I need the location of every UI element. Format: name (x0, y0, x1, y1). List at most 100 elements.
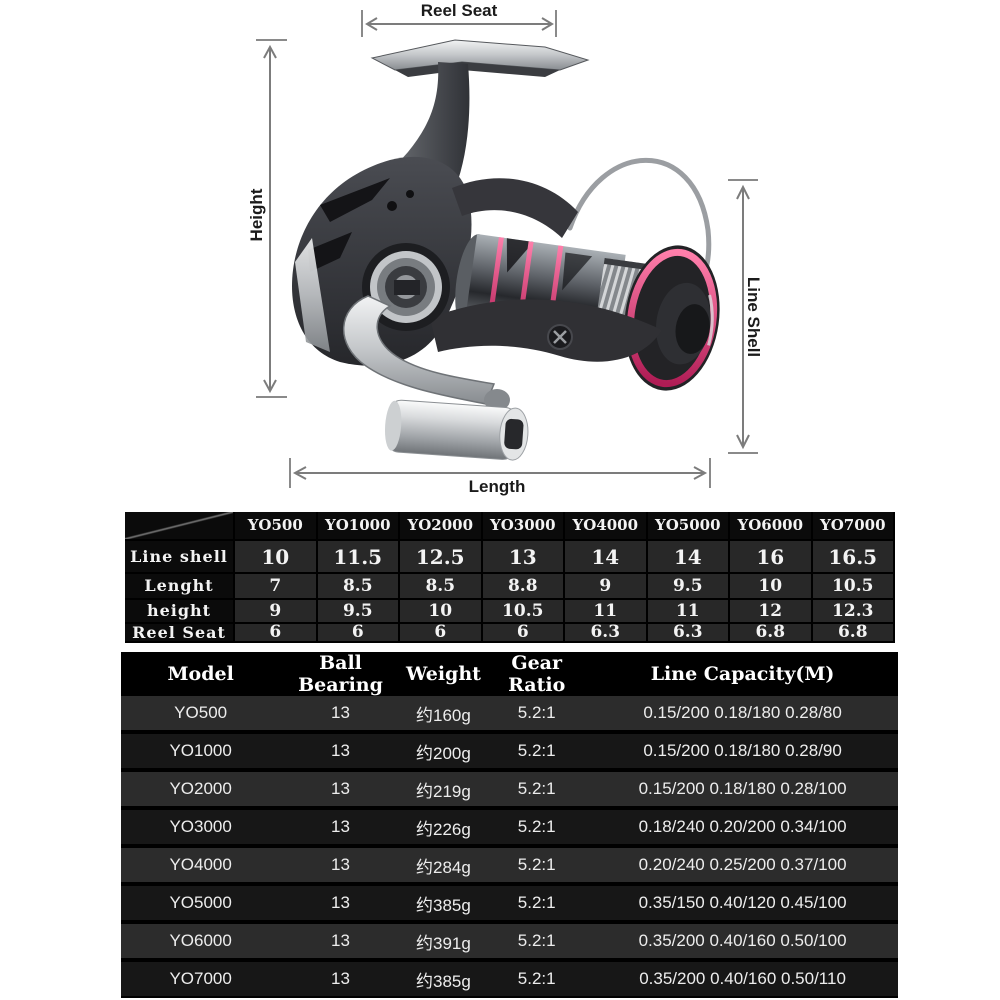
spec-table-header-cell: Weight (405, 663, 481, 685)
size-table-value: 9.5 (317, 600, 400, 624)
reel-seat-label: Reel Seat (420, 1, 498, 20)
spec-table-cell: YO1000 (169, 741, 232, 760)
spec-table-cell: 约226g (416, 819, 471, 839)
spec-table-cell: 13 (331, 779, 350, 798)
size-table-value: 6.8 (730, 624, 813, 643)
spec-table-cell: 5.2:1 (517, 741, 556, 760)
size-table-value: 8.5 (317, 574, 400, 600)
size-table-value: 16.5 (812, 541, 895, 574)
spec-table-cell: 0.20/240 0.25/200 0.37/100 (638, 855, 847, 874)
spec-table-header-cell: Gear Ratio (508, 652, 566, 696)
spec-table-cell: 5.2:1 (517, 931, 556, 950)
size-table-value: 6.8 (812, 624, 895, 643)
spec-table-cell: YO7000 (169, 969, 232, 988)
size-table-row-label: Reel Seat (125, 624, 235, 643)
spec-table-cell: 13 (331, 855, 350, 874)
spec-table-row: YO6000 13 约391g 5.2:1 0.35/200 0.40/160 0.50… (121, 924, 898, 958)
spec-table-cell: 13 (331, 817, 350, 836)
spec-table-cell: 13 (331, 931, 350, 950)
spec-table-cell: 0.35/200 0.40/160 0.50/110 (639, 969, 846, 988)
spec-table-cell: 约219g (416, 781, 471, 801)
spec-table-cell: 13 (331, 741, 350, 760)
spec-table-cell: 5.2:1 (517, 779, 556, 798)
size-table-column-header: YO500 (235, 512, 318, 541)
reel-foot (370, 39, 590, 77)
size-table-column-header: YO4000 (565, 512, 648, 541)
size-table: YO500 YO1000 YO2000 YO3000 YO4000 YO5000 YO600… (125, 512, 895, 643)
spec-table-cell: 0.18/240 0.20/200 0.34/100 (638, 817, 847, 836)
size-table-value: 6 (235, 624, 318, 643)
size-table-value: 12.5 (400, 541, 483, 574)
spec-table-row: YO7000 13 约385g 5.2:1 0.35/200 0.40/160 0.50… (121, 962, 898, 996)
size-table-corner (125, 512, 235, 541)
spec-table-cell: 0.35/150 0.40/120 0.45/100 (638, 893, 847, 912)
size-table-value: 7 (235, 574, 318, 600)
size-table-value: 10 (730, 574, 813, 600)
spec-table: Model Ball Bearing Weight Gear Ratio Line Ca… (121, 652, 898, 998)
spec-table-cell: 约385g (416, 895, 471, 915)
spec-table-cell: 约284g (416, 857, 471, 877)
spec-table-cell: 约200g (416, 743, 471, 763)
line-shell-label: Line Shell (744, 276, 763, 358)
spec-table-cell: 约391g (416, 933, 471, 953)
spec-table-cell: 5.2:1 (517, 969, 556, 988)
spec-table-row: YO5000 13 约385g 5.2:1 0.35/150 0.40/120 0.45… (121, 886, 898, 920)
spec-table-cell: 5.2:1 (517, 855, 556, 874)
size-table-column-header: YO5000 (647, 512, 730, 541)
spec-table-cell: 5.2:1 (517, 817, 556, 836)
size-table-value: 10.5 (812, 574, 895, 600)
dimension-arrow-height (256, 39, 287, 398)
handle (342, 295, 529, 461)
spec-table-header-row: Model Ball Bearing Weight Gear Ratio Line Ca… (121, 652, 898, 696)
length-label: Length (468, 477, 526, 496)
spec-table-cell: 13 (331, 893, 350, 912)
size-table-column-header: YO6000 (730, 512, 813, 541)
size-table-column-header: YO1000 (317, 512, 400, 541)
spec-table-row: YO2000 13 约219g 5.2:1 0.15/200 0.18/180 0.28… (121, 772, 898, 806)
spec-table-cell: 0.15/200 0.18/180 0.28/80 (643, 703, 842, 722)
spec-table-row: YO1000 13 约200g 5.2:1 0.15/200 0.18/180 0.28… (121, 734, 898, 768)
reel-photo-area: Reel Seat Height Line Shell Length (247, 1, 763, 496)
spec-table-body: YO500 13 约160g 5.2:1 0.15/200 0.18/180 0.28/… (121, 694, 898, 996)
spec-table-cell: YO3000 (169, 817, 232, 836)
spec-table-header-cell: Model (167, 663, 234, 685)
fishing-reel-illustration (256, 10, 758, 488)
size-table-row-label: height (125, 600, 235, 624)
size-table-value: 11 (647, 600, 730, 624)
size-table-value: 6 (317, 624, 400, 643)
size-table-value: 6.3 (565, 624, 648, 643)
size-table-row-label: Line shell (125, 541, 235, 574)
size-table-value: 6 (400, 624, 483, 643)
spec-table-cell: 0.15/200 0.18/180 0.28/90 (643, 741, 842, 760)
size-table-value: 10 (235, 541, 318, 574)
size-table-value: 9 (235, 600, 318, 624)
spec-table-header-cell: Ball Bearing (298, 652, 383, 696)
spec-table-cell: YO5000 (169, 893, 232, 912)
spec-table-cell: YO2000 (169, 779, 232, 798)
spec-table-header-cell: Line Capacity(M) (650, 663, 835, 685)
size-table-value: 10 (400, 600, 483, 624)
spec-table-cell: 约160g (416, 705, 471, 725)
spec-table-cell: 0.15/200 0.18/180 0.28/100 (638, 779, 847, 798)
size-table-value: 12.3 (812, 600, 895, 624)
spec-table-cell: YO500 (174, 703, 228, 722)
size-table-value: 14 (565, 541, 648, 574)
spec-table-cell: 约385g (416, 971, 471, 991)
spec-table-cell: 5.2:1 (517, 703, 556, 722)
size-table-value: 8.5 (400, 574, 483, 600)
spec-table-cell: 13 (331, 969, 350, 988)
rotor-arm-top (452, 178, 578, 238)
size-table-value: 13 (482, 541, 565, 574)
size-table-value: 16 (730, 541, 813, 574)
dimension-arrow-line-shell (728, 179, 758, 454)
height-label: Height (247, 188, 266, 242)
size-table-value: 10.5 (482, 600, 565, 624)
size-table-value: 9.5 (647, 574, 730, 600)
size-table-value: 14 (647, 541, 730, 574)
size-table-value: 11 (565, 600, 648, 624)
spec-table-cell: YO6000 (169, 931, 232, 950)
spec-table-row: YO3000 13 约226g 5.2:1 0.18/240 0.20/200 0.34… (121, 810, 898, 844)
dimension-arrow-length (289, 458, 711, 488)
spool-front-rim (624, 245, 720, 391)
